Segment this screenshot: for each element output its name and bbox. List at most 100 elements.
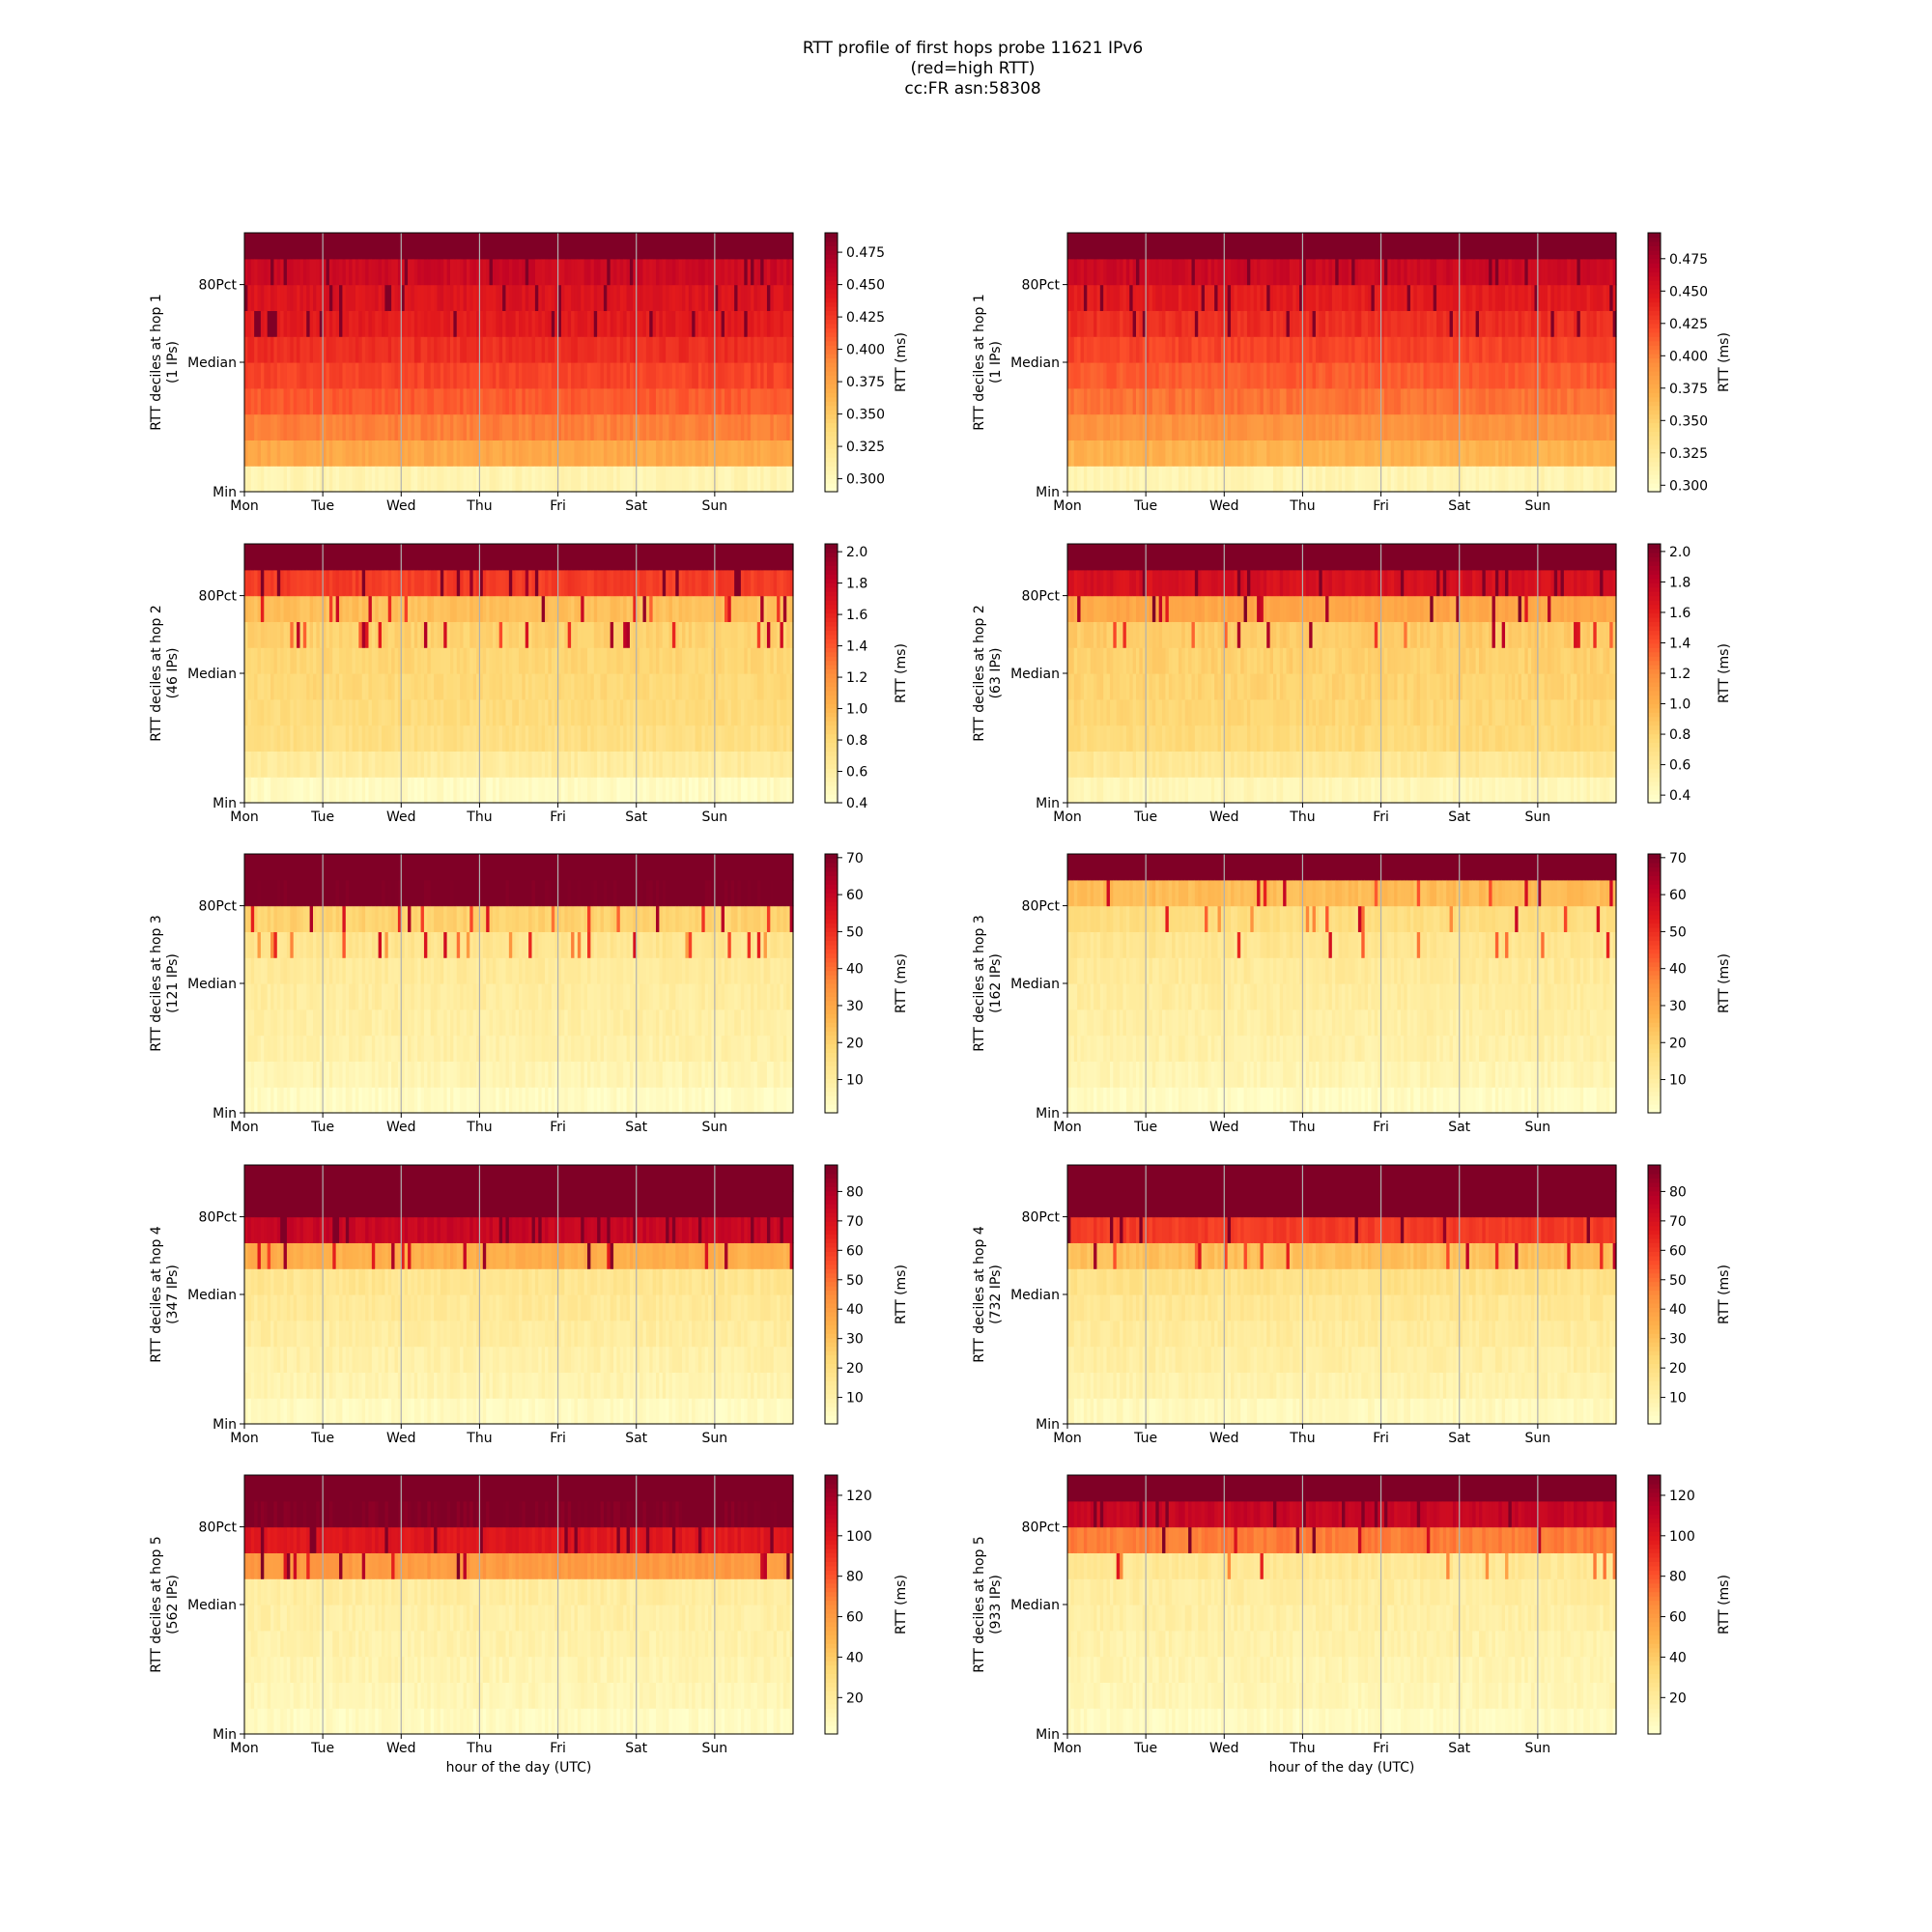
heatmap-cell [391,724,396,752]
heatmap-cell [1534,387,1539,415]
heatmap-cell [1436,362,1441,389]
heatmap-cell [1142,466,1147,493]
heatmap-cell [286,724,291,752]
heatmap-cell [466,673,470,700]
heatmap-cell [528,310,533,337]
heatmap-cell [1286,387,1291,415]
heatmap-cell [747,258,752,286]
heatmap-cell [1231,284,1236,311]
heatmap-cell [1094,284,1098,311]
heatmap-cell [688,751,693,778]
heatmap-cell [1266,440,1271,467]
heatmap-cell [309,362,314,389]
heatmap-cell [1463,310,1467,337]
heatmap-cell [482,569,487,597]
heatmap-cell [1583,387,1588,415]
heatmap-cell [718,466,723,493]
heatmap-cell [1309,336,1314,363]
heatmap-cell [443,751,448,778]
heatmap-cell [1191,258,1196,286]
heatmap-cell [1404,413,1408,440]
heatmap-cell [1201,413,1206,440]
heatmap-cell [352,413,356,440]
heatmap-cell [326,310,330,337]
heatmap-cell [519,647,523,674]
heatmap-cell [326,466,330,493]
heatmap-cell [1452,336,1457,363]
heatmap-cell [430,310,435,337]
heatmap-cell [276,336,281,363]
heatmap-cell [564,621,569,648]
heatmap-cell [1194,258,1199,286]
heatmap-cell [603,777,608,804]
heatmap-cell [1342,362,1346,389]
heatmap-cell [1257,258,1262,286]
heatmap-cell [244,310,248,337]
heatmap-cell [1420,258,1425,286]
heatmap-cell [1612,258,1617,286]
heatmap-cell [378,310,383,337]
heatmap-cell [560,310,565,337]
heatmap-cell [607,724,611,752]
heatmap-cell [1214,336,1219,363]
heatmap-cell [326,440,330,467]
heatmap-cell [247,336,252,363]
heatmap-cell [328,466,333,493]
heatmap-cell [688,595,693,622]
heatmap-cell [413,647,418,674]
heatmap-cell [1579,284,1584,311]
heatmap-cell [1103,362,1108,389]
heatmap-cell [747,310,752,337]
heatmap-cell [645,698,650,726]
heatmap-cell [623,595,628,622]
heatmap-cell [682,595,687,622]
heatmap-cell [387,258,392,286]
heatmap-cell [545,310,550,337]
heatmap-cell [273,387,278,415]
heatmap-cell [273,440,278,467]
heatmap-cell [375,336,380,363]
heatmap-cell [489,544,494,571]
heatmap-cell [453,233,458,260]
heatmap-cell [593,673,598,700]
heatmap-cell [1456,233,1461,260]
heatmap-cell [349,233,354,260]
heatmap-cell [498,310,503,337]
heatmap-cell [1586,284,1591,311]
heatmap-cell [1574,466,1578,493]
heatmap-cell [590,777,595,804]
heatmap-cell [443,233,448,260]
heatmap-cell [567,647,572,674]
heatmap-cell [479,724,484,752]
heatmap-cell [541,647,546,674]
heatmap-cell [1544,362,1548,389]
heatmap-cell [714,284,719,311]
heatmap-cell [688,466,693,493]
heatmap-cell [1146,310,1151,337]
heatmap-cell [1090,440,1094,467]
heatmap-cell [498,621,503,648]
heatmap-cell [1168,440,1173,467]
heatmap-cell [1426,284,1431,311]
heatmap-cell [695,777,699,804]
heatmap-cell [411,336,415,363]
heatmap-cell [623,751,628,778]
heatmap-cell [603,440,608,467]
heatmap-cell [1201,387,1206,415]
heatmap-cell [1331,310,1336,337]
heatmap-cell [358,621,363,648]
heatmap-cell [1070,258,1075,286]
heatmap-cell [286,466,291,493]
heatmap-cell [339,751,344,778]
heatmap-cell [498,284,503,311]
heatmap-cell [1609,440,1614,467]
heatmap-cell [1371,233,1376,260]
heatmap-cell [1410,336,1414,363]
heatmap-cell [276,724,281,752]
heatmap-cell [472,336,477,363]
heatmap-cell [1433,413,1437,440]
heatmap-cell [408,310,412,337]
heatmap-cell [408,336,412,363]
heatmap-cell [358,466,363,493]
heatmap-cell [1479,284,1483,311]
